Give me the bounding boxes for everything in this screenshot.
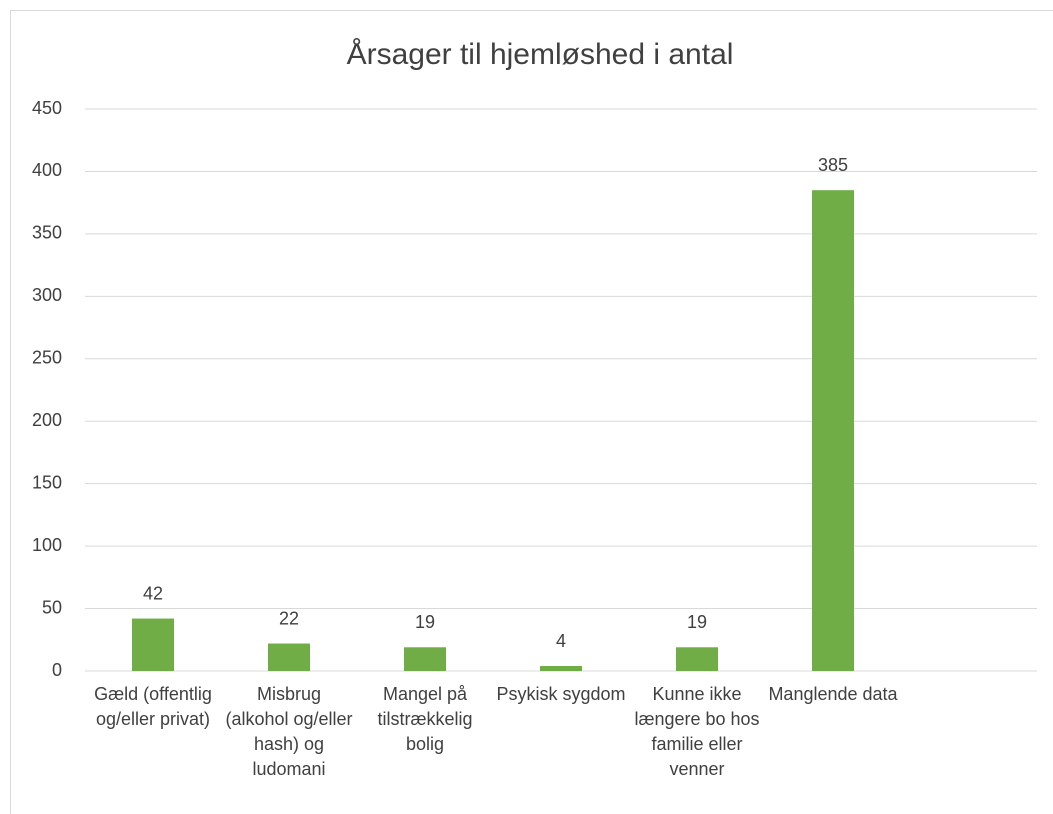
y-tick-label: 450 bbox=[32, 98, 62, 118]
y-tick-label: 300 bbox=[32, 285, 62, 305]
bar bbox=[268, 643, 310, 671]
data-label: 385 bbox=[818, 155, 848, 175]
data-label: 19 bbox=[687, 612, 707, 632]
y-tick-label: 250 bbox=[32, 348, 62, 368]
data-label: 22 bbox=[279, 608, 299, 628]
x-tick-label: Psykisk sygdom bbox=[496, 684, 626, 704]
bar bbox=[812, 190, 854, 671]
x-tick-label: Manglende data bbox=[768, 684, 898, 704]
y-tick-label: 50 bbox=[42, 597, 62, 617]
x-tick-label: Misbrug (alkohol og/eller hash) og ludom… bbox=[225, 684, 353, 779]
y-tick-label: 150 bbox=[32, 472, 62, 492]
y-tick-label: 400 bbox=[32, 160, 62, 180]
y-tick-label: 200 bbox=[32, 410, 62, 430]
x-tick-label: Mangel på tilstrækkelig bolig bbox=[377, 684, 473, 754]
y-tick-label: 100 bbox=[32, 535, 62, 555]
data-label: 19 bbox=[415, 612, 435, 632]
x-tick-label: Kunne ikke længere bo hos familie eller … bbox=[634, 684, 760, 779]
bar bbox=[132, 618, 174, 671]
chart-title: Årsager til hjemløshed i antal bbox=[347, 38, 734, 71]
bar bbox=[676, 647, 718, 671]
data-label: 4 bbox=[556, 631, 566, 651]
data-label: 42 bbox=[143, 583, 163, 603]
chart-border bbox=[10, 10, 1053, 814]
bar bbox=[540, 666, 582, 671]
y-tick-label: 350 bbox=[32, 223, 62, 243]
y-tick-label: 0 bbox=[52, 660, 62, 680]
x-tick-label: Gæld (offentlig og/eller privat) bbox=[94, 684, 212, 729]
bar bbox=[404, 647, 446, 671]
